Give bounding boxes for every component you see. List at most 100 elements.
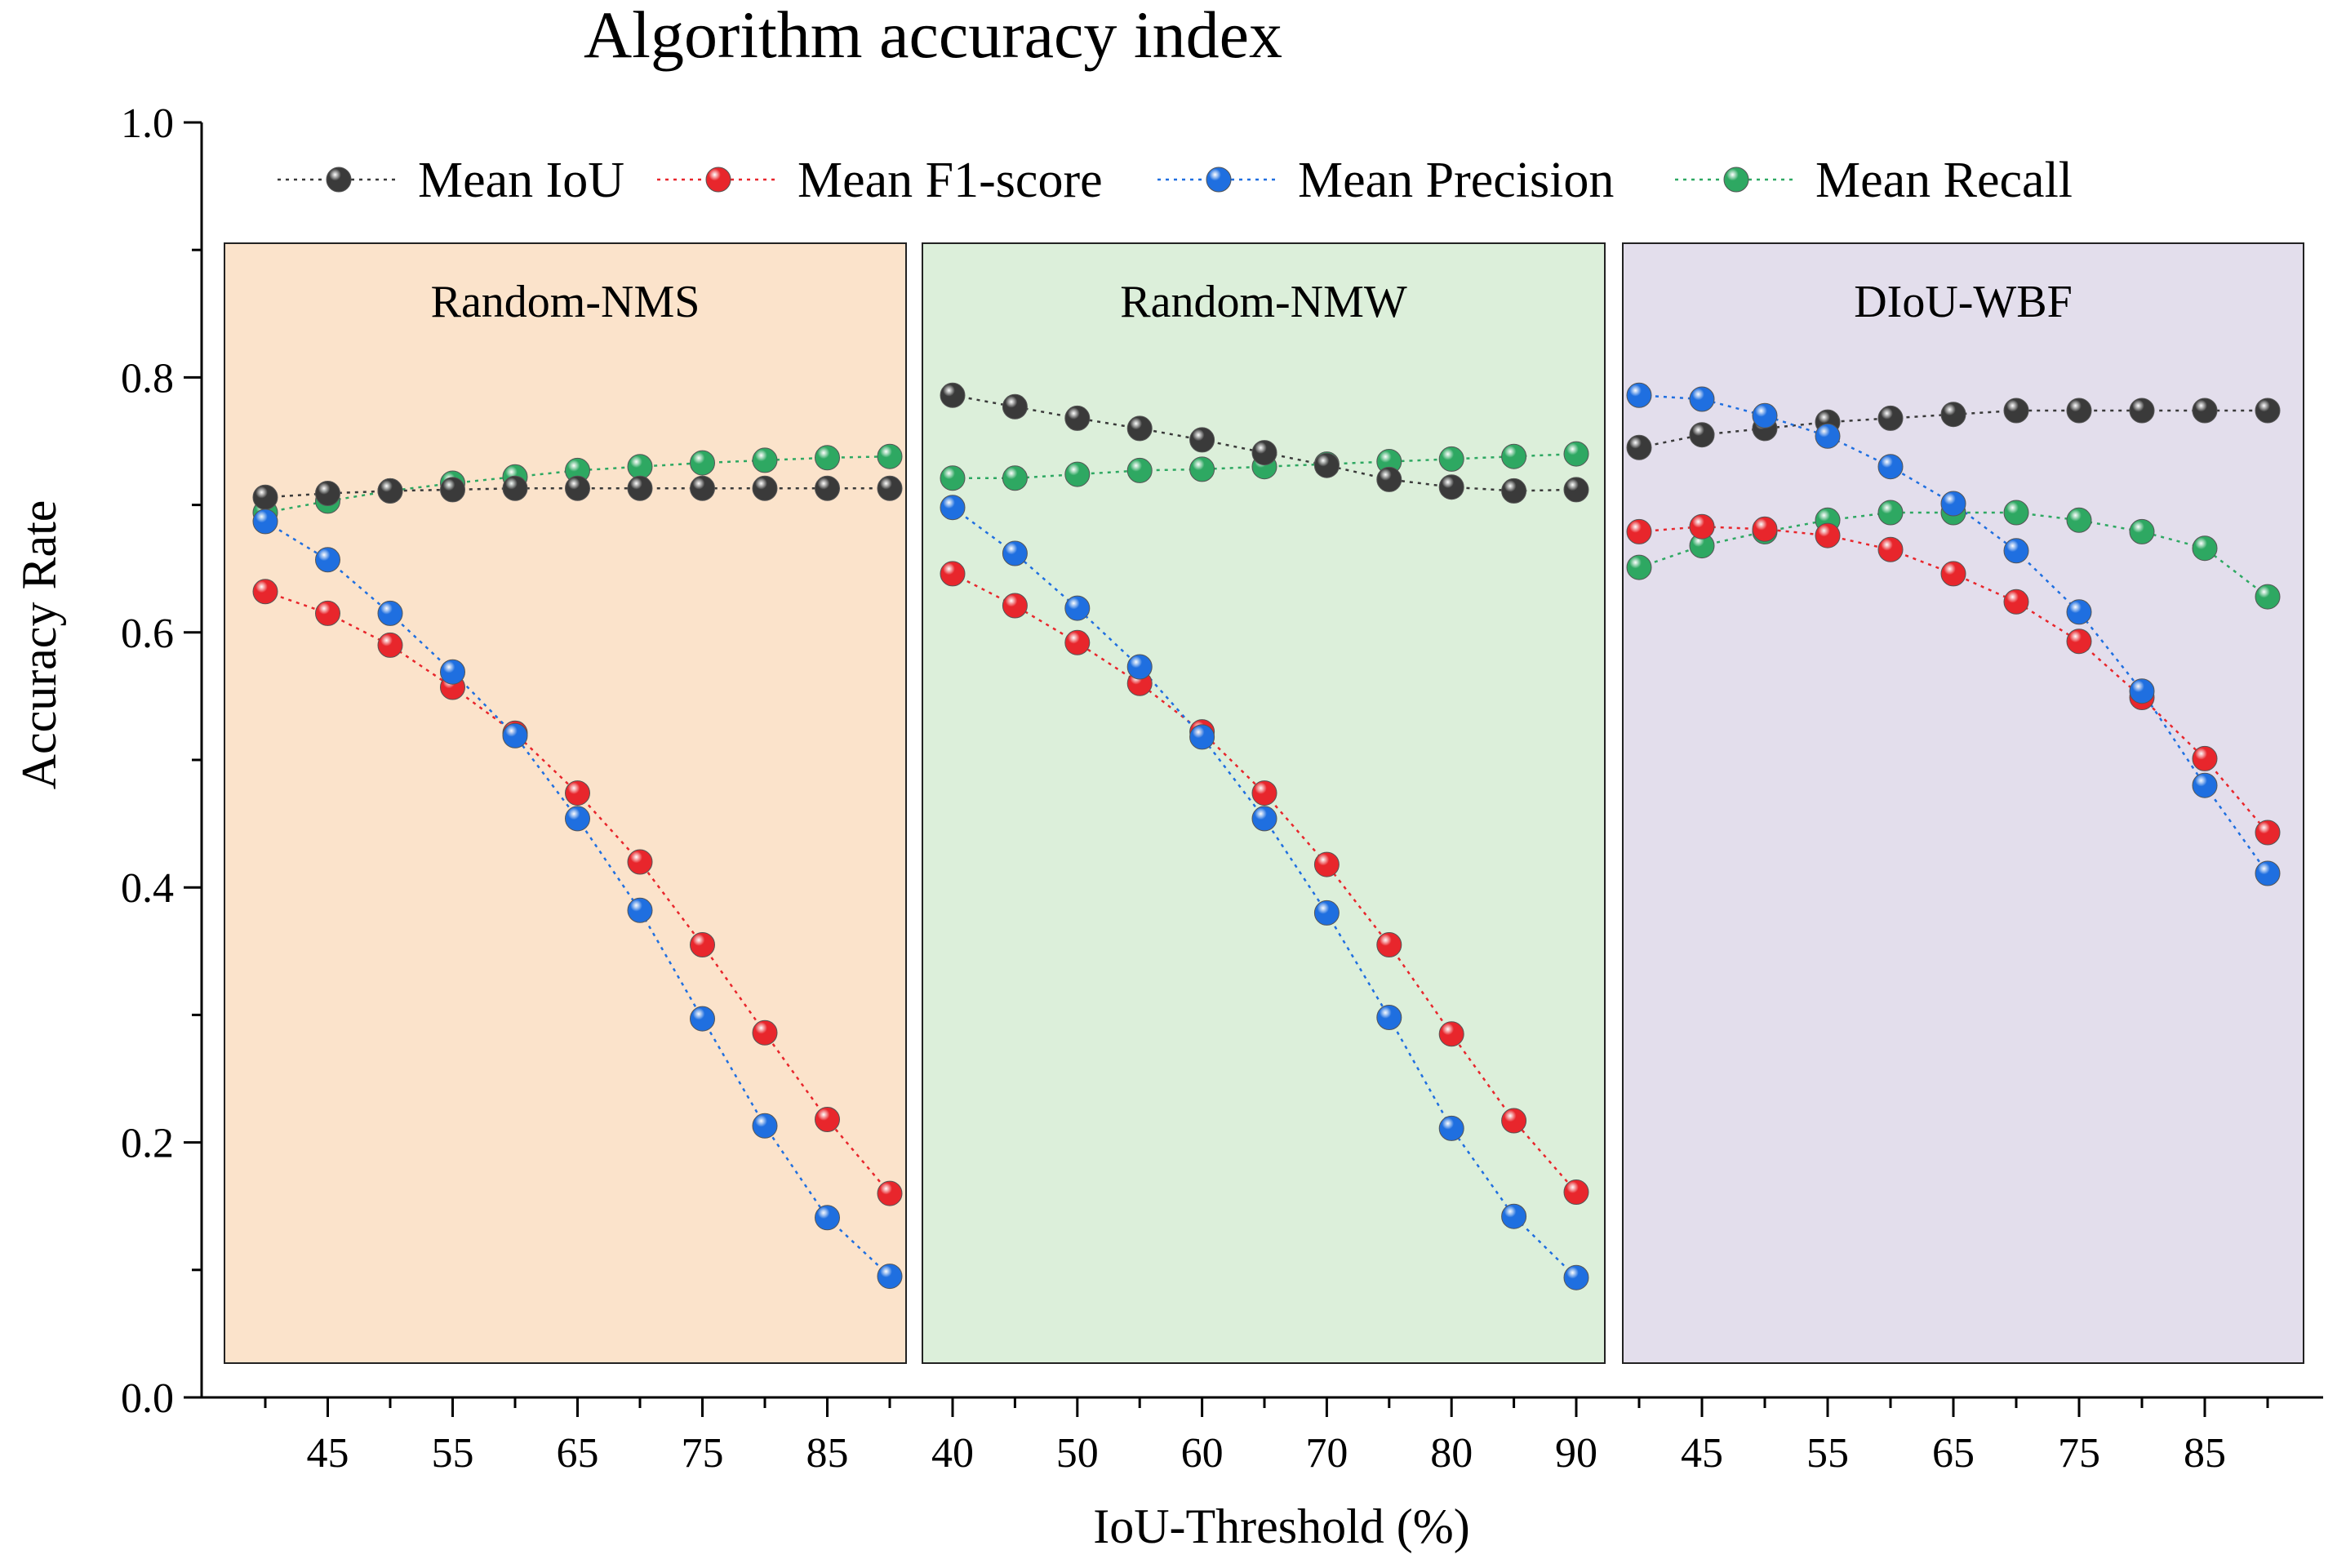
y-tick-label: 0.6 xyxy=(121,611,174,657)
x-tick-label: 65 xyxy=(557,1430,599,1477)
data-point-precision xyxy=(815,1205,840,1231)
data-point-recall xyxy=(877,443,903,469)
series-layer xyxy=(252,382,2281,1290)
data-point-recall xyxy=(1501,443,1527,469)
data-point-precision xyxy=(1438,1115,1464,1141)
series-line-recall-random-nms xyxy=(264,455,891,514)
panel-box-diou-wbf xyxy=(1622,242,2304,1364)
x-tick-label: 75 xyxy=(2058,1430,2100,1477)
y-tick-label: 0.2 xyxy=(121,1121,174,1167)
data-point-iou xyxy=(1563,477,1589,503)
data-point-recall xyxy=(627,454,653,480)
data-point-iou xyxy=(752,475,778,501)
legend-marker-iou xyxy=(326,167,352,193)
x-tick-label: 45 xyxy=(1681,1430,1723,1477)
data-point-iou xyxy=(565,475,590,501)
data-point-precision xyxy=(1752,402,1778,429)
data-point-iou xyxy=(1002,393,1028,420)
data-point-iou xyxy=(440,477,465,503)
x-tick-label: 80 xyxy=(1430,1430,1473,1477)
data-point-precision xyxy=(1002,540,1028,566)
x-tick-label: 70 xyxy=(1305,1430,1348,1477)
data-point-precision xyxy=(565,806,590,832)
data-point-iou xyxy=(502,475,528,501)
data-point-f1 xyxy=(1064,629,1091,655)
data-point-precision xyxy=(2066,599,2092,625)
axes-layer: 0.0 0.2 0.4 0.6 0.8 1.0 45 55 65 75 85 40 50 60 70 80 90… xyxy=(121,100,2323,1477)
data-point-recall xyxy=(2129,518,2155,544)
data-point-f1 xyxy=(1313,851,1340,877)
data-point-f1 xyxy=(627,849,653,875)
data-point-recall xyxy=(940,465,966,491)
series-line-iou-diou-wbf xyxy=(1638,409,2268,449)
data-point-precision xyxy=(2003,538,2029,564)
data-point-recall xyxy=(1877,500,1904,526)
x-tick-label: 55 xyxy=(1806,1430,1849,1477)
data-point-iou xyxy=(1313,452,1340,478)
data-point-precision xyxy=(315,547,340,573)
data-point-f1 xyxy=(1940,561,1966,587)
data-point-f1 xyxy=(752,1019,778,1046)
data-point-f1 xyxy=(877,1180,903,1206)
legend-label-f1: Mean F1-score xyxy=(798,153,1103,208)
data-point-f1 xyxy=(1501,1108,1527,1134)
data-point-recall xyxy=(690,450,715,476)
data-point-precision xyxy=(690,1006,715,1032)
y-tick-label: 0.4 xyxy=(121,865,174,912)
data-point-f1 xyxy=(940,561,966,587)
data-point-precision xyxy=(252,509,278,535)
data-point-precision xyxy=(1626,382,1652,408)
y-axis-title: Accuracy Rate xyxy=(12,500,66,790)
data-point-f1 xyxy=(1877,536,1904,562)
data-point-recall xyxy=(2003,500,2029,526)
data-point-precision xyxy=(752,1113,778,1139)
data-point-recall xyxy=(2255,584,2281,610)
data-point-recall xyxy=(1626,554,1652,580)
data-point-f1 xyxy=(2255,820,2281,846)
data-point-iou xyxy=(1251,440,1277,466)
data-point-precision xyxy=(1251,806,1277,832)
data-point-iou xyxy=(2066,398,2092,424)
data-point-iou xyxy=(1438,474,1464,500)
chart-title: Algorithm accuracy index xyxy=(584,0,1282,72)
data-point-precision xyxy=(440,659,465,685)
legend-marker-recall xyxy=(1723,167,1749,193)
data-point-iou xyxy=(815,475,840,501)
x-tick-label: 55 xyxy=(432,1430,474,1477)
data-point-iou xyxy=(1376,466,1402,492)
x-tick-label: 45 xyxy=(307,1430,349,1477)
data-point-iou xyxy=(690,475,715,501)
data-point-f1 xyxy=(315,600,340,626)
data-point-iou xyxy=(877,475,903,501)
legend-label-precision: Mean Precision xyxy=(1298,153,1614,208)
x-tick-label: 90 xyxy=(1555,1430,1597,1477)
data-point-f1 xyxy=(1438,1021,1464,1047)
data-point-iou xyxy=(940,382,966,408)
x-tick-label: 85 xyxy=(806,1430,849,1477)
legend-label-recall: Mean Recall xyxy=(1815,153,2073,208)
data-point-f1 xyxy=(815,1107,840,1132)
data-point-f1 xyxy=(377,632,403,658)
data-point-precision xyxy=(1563,1264,1589,1290)
data-point-f1 xyxy=(1689,513,1715,540)
legend: Mean IoU Mean F1-score Mean Precision Mean … xyxy=(278,153,2073,208)
data-point-iou xyxy=(1877,405,1904,431)
data-point-recall xyxy=(1064,461,1091,487)
data-point-precision xyxy=(1313,899,1340,926)
data-point-recall xyxy=(752,447,778,473)
data-point-iou xyxy=(2129,398,2155,424)
x-axis-title: IoU-Threshold (%) xyxy=(1093,1499,1470,1553)
panels-layer: Random-NMS Random-NMW DIoU-WBF xyxy=(224,242,2304,1364)
data-point-precision xyxy=(377,600,403,626)
x-tick-label: 85 xyxy=(2184,1430,2226,1477)
y-tick-label: 0.0 xyxy=(121,1375,174,1422)
panel-box-random-nms xyxy=(224,242,907,1364)
data-point-iou xyxy=(252,484,278,510)
data-point-iou xyxy=(2003,398,2029,424)
data-point-precision xyxy=(1126,654,1153,680)
data-point-precision xyxy=(2192,772,2218,798)
data-point-iou xyxy=(1064,405,1091,431)
data-point-precision xyxy=(1189,724,1215,750)
data-point-precision xyxy=(1689,386,1715,412)
